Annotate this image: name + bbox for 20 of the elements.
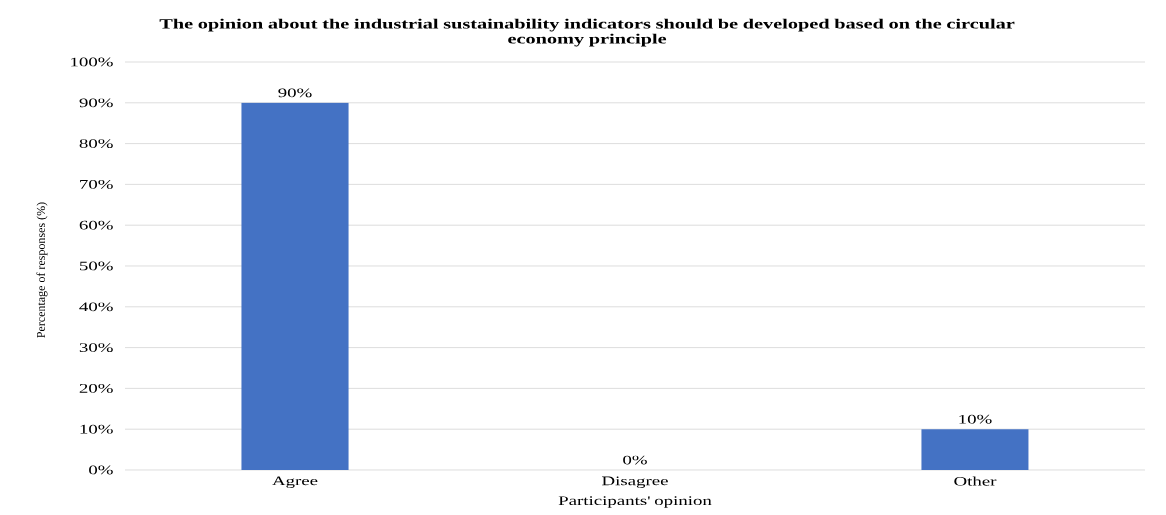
x-axis-title: Participants' opinion [558,496,712,508]
y-tick-label: 60% [79,220,113,230]
x-tick-label: Agree [272,476,318,488]
x-tick-label: Disagree [602,476,668,488]
y-tick-label: 30% [79,343,113,353]
x-tick-label: Other [954,476,997,486]
y-tick-label: 0% [89,465,113,475]
y-tick-label: 40% [79,302,113,312]
y-tick-label: 20% [79,384,113,393]
y-axis-title: Percentage of responses (%) [36,202,48,338]
y-tick-label: 100% [71,57,113,67]
y-tick-label: 80% [79,139,113,149]
y-tick-label: 10% [80,424,113,434]
y-tick-label: 70% [80,180,113,189]
data-label: 90% [278,88,312,98]
chart-title: The opinion about the industrial sustainability indicators should be developed based on the circular economy principle [159,18,1015,47]
y-tick-label: 50% [80,261,113,271]
data-label: 10% [959,414,992,424]
y-tick-label: 90% [79,98,113,108]
data-label: 0% [623,455,647,465]
